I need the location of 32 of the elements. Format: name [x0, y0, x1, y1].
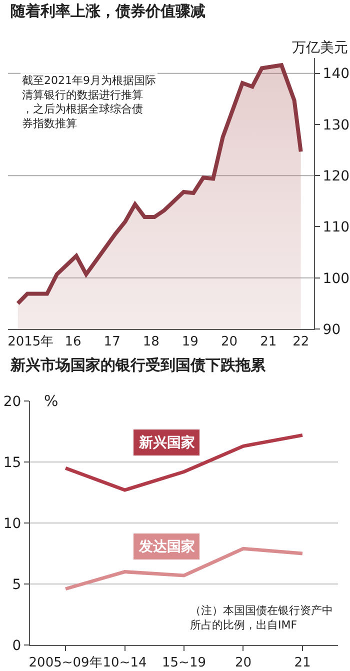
x-tick-label: 2005~09年 [28, 656, 102, 671]
y-tick-label: 130 [322, 117, 350, 134]
y-tick-label: 15 [3, 454, 22, 471]
x-tick-label: 21 [260, 334, 277, 350]
x-tick-label: 20 [221, 334, 238, 350]
chart-title: 新兴市场国家的银行受到国债下跌拖累 [10, 356, 266, 374]
y-tick-label: 20 [3, 394, 22, 410]
x-tick-label: 17 [104, 334, 120, 350]
x-tick-label: 20 [234, 656, 252, 671]
y-tick-label: 140 [322, 66, 350, 82]
x-tick-label: 21 [294, 656, 311, 671]
y-axis-title: 万亿美元 [292, 40, 348, 56]
x-tick-label: 2015年 [8, 334, 54, 350]
y-tick-label: 90 [322, 322, 341, 338]
x-tick-label: 10~14 [102, 656, 147, 671]
y-tick-label: 120 [322, 168, 350, 184]
y-tick-label: 0 [12, 638, 22, 654]
series-label: 新兴国家 [138, 434, 195, 451]
x-tick-label: 15~19 [162, 656, 206, 671]
y-tick-label: 110 [322, 220, 350, 236]
x-tick-label: 16 [64, 334, 82, 350]
annotation: （注）本国国债在银行资产中所占的比例，出自IMF [190, 604, 333, 632]
series-label: 发达国家 [138, 538, 195, 555]
x-tick-label: 22 [292, 334, 310, 350]
y-tick-label: 100 [322, 270, 350, 287]
y-tick-label: 10 [3, 516, 22, 532]
y-tick-label: 5 [12, 576, 22, 593]
annotation: 截至2021年9月为根据国际清算银行的数据进行推算，之后为根据全球综合债券指数推算 [22, 74, 156, 130]
x-tick-label: 18 [142, 334, 160, 350]
chart-title: 随着利率上涨，债券价值骤减 [10, 2, 206, 20]
x-tick-label: 19 [182, 334, 198, 350]
y-axis-title: % [44, 392, 58, 410]
